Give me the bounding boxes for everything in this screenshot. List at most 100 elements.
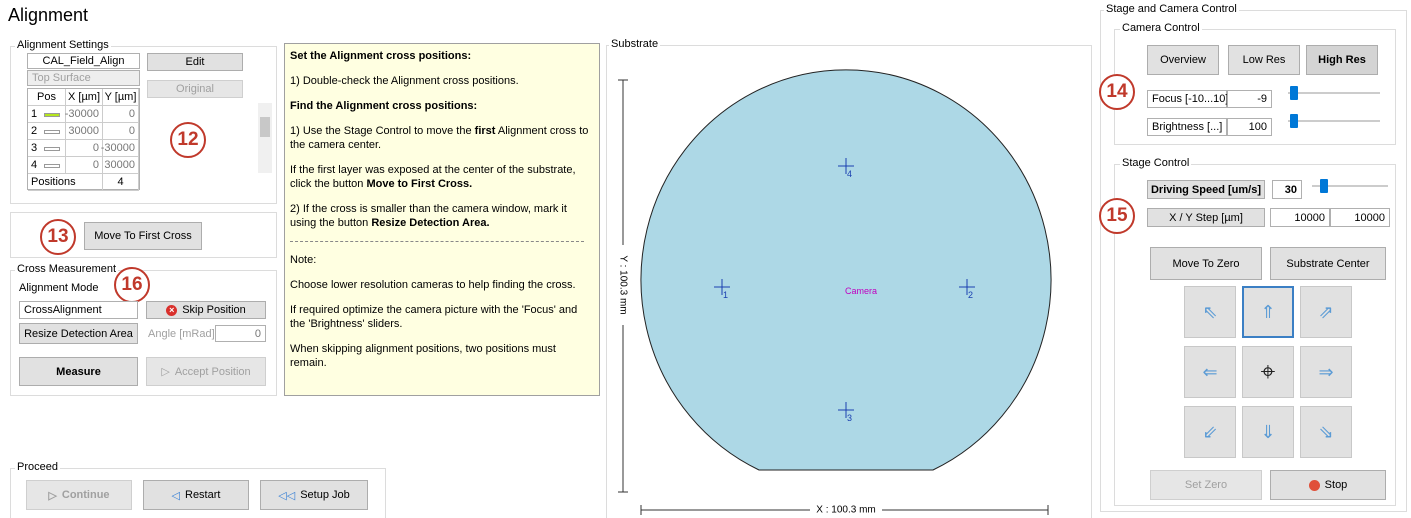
speed-slider-track[interactable] bbox=[1312, 185, 1388, 187]
table-cell: 4 bbox=[28, 157, 66, 174]
brightness-slider-thumb[interactable] bbox=[1290, 114, 1298, 128]
restart-button[interactable]: ◁ Restart bbox=[143, 480, 249, 510]
setup-job-button[interactable]: ◁◁ Setup Job bbox=[260, 480, 368, 510]
substrate-group bbox=[606, 45, 1092, 518]
text-segment: Note: bbox=[290, 254, 317, 266]
mode-dropdown[interactable]: CrossAlignment bbox=[19, 301, 138, 319]
text-segment: Alignment cross to the camera center. bbox=[290, 125, 589, 151]
table-cell: -30000 bbox=[65, 106, 103, 123]
alignment-name[interactable]: CAL_Field_Align bbox=[27, 53, 140, 69]
measure-button[interactable]: Measure bbox=[19, 357, 138, 386]
first-cross-group bbox=[10, 212, 277, 258]
page-title: Alignment bbox=[8, 5, 89, 25]
jog-button[interactable]: ⇘ bbox=[1300, 406, 1352, 458]
angle-label: Angle [mRad] bbox=[148, 328, 215, 340]
callout-badge: 13 bbox=[40, 219, 76, 255]
jog-button[interactable]: ⇐ bbox=[1184, 346, 1236, 398]
camera-mode-button[interactable]: Low Res bbox=[1228, 45, 1300, 75]
text-segment: first bbox=[474, 125, 496, 137]
proceed-group bbox=[10, 468, 386, 518]
jog-button[interactable]: ⇙ bbox=[1184, 406, 1236, 458]
jog-button[interactable]: ⇗ bbox=[1300, 286, 1352, 338]
surface-dropdown: Top Surface bbox=[27, 70, 140, 86]
table-cell: 4 bbox=[103, 174, 139, 191]
callout-badge: 16 bbox=[114, 267, 150, 303]
stop-button[interactable]: Stop bbox=[1270, 470, 1386, 500]
camera-label: Camera bbox=[845, 286, 877, 296]
group-label: Stage and Camera Control bbox=[1104, 3, 1239, 15]
button-text: Stop bbox=[1324, 479, 1348, 491]
back-icon: ◁◁ bbox=[278, 489, 296, 502]
table-cell: X [µm] bbox=[66, 89, 103, 106]
paragraph: If the first layer was exposed at the ce… bbox=[290, 163, 594, 191]
text-segment: If required optimize the camera picture … bbox=[290, 304, 578, 330]
group-label: Alignment Settings bbox=[15, 39, 111, 51]
speed-value[interactable]: 30 bbox=[1272, 180, 1302, 199]
move-first-cross-button[interactable]: Move To First Cross bbox=[84, 222, 202, 250]
edit-button[interactable]: Edit bbox=[147, 53, 243, 71]
step-x-value[interactable]: 10000 bbox=[1270, 208, 1330, 227]
paragraph: Choose lower resolution cameras to help … bbox=[290, 278, 594, 292]
callout-badge: 12 bbox=[170, 122, 206, 158]
table-cell: 0 bbox=[66, 140, 103, 157]
move-to-zero-button[interactable]: Move To Zero bbox=[1150, 247, 1262, 280]
jog-button[interactable]: ⇖ bbox=[1184, 286, 1236, 338]
focus-label: Focus [-10...10] bbox=[1147, 90, 1228, 108]
camera-mode-button[interactable]: Overview bbox=[1147, 45, 1219, 75]
stage-camera-group bbox=[1100, 10, 1407, 512]
focus-slider-track[interactable] bbox=[1288, 92, 1380, 94]
substrate-center-button[interactable]: Substrate Center bbox=[1270, 247, 1386, 280]
text-segment: When skipping alignment positions, two p… bbox=[290, 343, 556, 369]
skip-position-button[interactable]: × Skip Position bbox=[146, 301, 266, 319]
paragraph: Set the Alignment cross positions: bbox=[290, 49, 594, 63]
center-button[interactable]: ⌖ bbox=[1242, 346, 1294, 398]
group-label: Substrate bbox=[609, 38, 661, 50]
jog-button[interactable]: ⇑ bbox=[1242, 286, 1294, 338]
table-cell: 0 bbox=[66, 157, 103, 174]
step-y-value[interactable]: 10000 bbox=[1330, 208, 1390, 227]
text-segment: Move to First Cross. bbox=[366, 178, 473, 190]
x-dimension-label: X : 100.3 mm bbox=[816, 505, 875, 516]
focus-slider-thumb[interactable] bbox=[1290, 86, 1298, 100]
jog-button[interactable]: ⇓ bbox=[1242, 406, 1294, 458]
paragraph: When skipping alignment positions, two p… bbox=[290, 342, 594, 370]
cross-label: 2 bbox=[968, 290, 973, 300]
jog-button[interactable]: ⇒ bbox=[1300, 346, 1352, 398]
set-zero-button: Set Zero bbox=[1150, 470, 1262, 500]
resize-area-button[interactable]: Resize Detection Area bbox=[19, 323, 138, 344]
angle-input: 0 bbox=[215, 325, 266, 342]
text-segment: Choose lower resolution cameras to help … bbox=[290, 279, 576, 291]
table-cell: 3 bbox=[28, 140, 66, 157]
original-button: Original bbox=[147, 80, 243, 98]
table-cell: Pos bbox=[28, 89, 66, 106]
positions-table: Pos X [µm] Y [µm] 1 -30000 0 2 30000 0 3 0 -30000 4 0… bbox=[27, 88, 140, 191]
text-segment: Resize Detection Area. bbox=[371, 217, 490, 229]
table-cell: -30000 bbox=[101, 140, 139, 157]
text-segment: 1) Double-check the Alignment cross posi… bbox=[290, 75, 519, 87]
button-text: Accept Position bbox=[174, 365, 251, 378]
scrollbar[interactable] bbox=[258, 103, 272, 173]
row-indicator bbox=[44, 113, 60, 117]
group-label: Cross Measurement bbox=[15, 263, 119, 275]
camera-mode-button[interactable]: High Res bbox=[1306, 45, 1378, 75]
label-bg bbox=[612, 245, 634, 325]
text-segment: Set the Alignment cross positions: bbox=[290, 50, 472, 62]
text-segment: Find the Alignment cross positions: bbox=[290, 100, 478, 112]
focus-value[interactable]: -9 bbox=[1227, 90, 1272, 108]
brightness-value[interactable]: 100 bbox=[1227, 118, 1272, 136]
accept-position-button: ▷ Accept Position bbox=[146, 357, 266, 386]
paragraph: If required optimize the camera picture … bbox=[290, 303, 594, 331]
paragraph: Find the Alignment cross positions: bbox=[290, 99, 594, 113]
table-cell: 1 bbox=[28, 106, 66, 123]
scroll-thumb[interactable] bbox=[260, 117, 270, 137]
instructions-panel: Set the Alignment cross positions: 1) Dou… bbox=[284, 43, 600, 396]
group-label: Stage Control bbox=[1120, 157, 1192, 169]
text-segment: 2) If the cross is smaller than the came… bbox=[290, 203, 567, 229]
callout-badge: 14 bbox=[1099, 74, 1135, 110]
brightness-slider-track[interactable] bbox=[1288, 120, 1380, 122]
table-cell: 30000 bbox=[66, 123, 103, 140]
speed-slider-thumb[interactable] bbox=[1320, 179, 1328, 193]
button-text: Skip Position bbox=[182, 304, 246, 316]
group-label: Proceed bbox=[15, 461, 60, 473]
